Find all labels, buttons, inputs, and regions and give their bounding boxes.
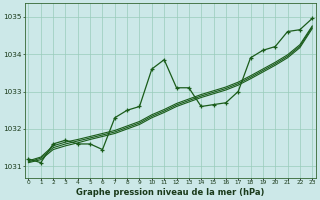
X-axis label: Graphe pression niveau de la mer (hPa): Graphe pression niveau de la mer (hPa)	[76, 188, 265, 197]
